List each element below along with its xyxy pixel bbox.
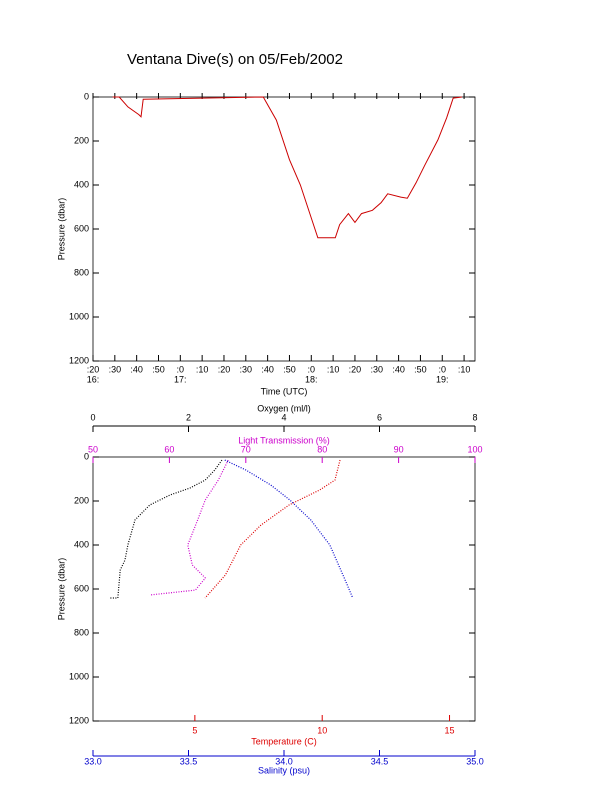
y-tick-label: 200 [74, 135, 89, 145]
x-tick-label: :10 [327, 364, 340, 374]
x-tick-label: 90 [394, 444, 404, 454]
y-tick-label: 400 [74, 539, 89, 549]
x-tick-label: 33.0 [84, 756, 102, 766]
y-tick-label: 800 [74, 267, 89, 277]
x-tick-label: :10 [196, 364, 209, 374]
y-tick-label: 600 [74, 583, 89, 593]
profile-line [110, 459, 223, 599]
x-tick-label: 5 [192, 725, 197, 735]
x-tick-label: :40 [392, 364, 405, 374]
y-tick-label: 800 [74, 627, 89, 637]
x-tick-label: :10 [458, 364, 471, 374]
plot-frame [92, 456, 476, 722]
x-axis-title: Light Transmission (%) [238, 435, 330, 445]
y-axis-title: Pressure (dbar) [56, 198, 66, 261]
pressure-line [112, 96, 462, 239]
x-tick-label: 70 [241, 444, 251, 454]
x-axis-title: Time (UTC) [261, 386, 308, 396]
x-tick-label: :0 [438, 364, 446, 374]
x-tick-label: :30 [371, 364, 384, 374]
x-tick-label: :20 [87, 364, 100, 374]
x-hour-label: 19: [436, 374, 449, 384]
x-tick-label: :30 [109, 364, 122, 374]
x-tick-label: 15 [445, 725, 455, 735]
x-hour-label: 17: [174, 374, 187, 384]
x-tick-label: :50 [414, 364, 427, 374]
x-tick-label: 6 [377, 412, 382, 422]
x-tick-label: 4 [281, 412, 286, 422]
y-tick-label: 1000 [69, 671, 89, 681]
x-tick-label: :30 [240, 364, 253, 374]
profile-line [150, 459, 229, 596]
y-tick-label: 0 [84, 451, 89, 461]
x-axis-title: Salinity (psu) [258, 765, 310, 775]
x-tick-label: 33.5 [180, 756, 198, 766]
y-tick-label: 600 [74, 223, 89, 233]
plot-frame [92, 96, 476, 362]
x-tick-label: 50 [88, 444, 98, 454]
x-tick-label: 60 [164, 444, 174, 454]
x-axis-title: Oxygen (ml/l) [257, 403, 311, 413]
x-tick-label: 34.0 [275, 756, 293, 766]
profile-line [224, 459, 354, 599]
x-hour-label: 16: [87, 374, 100, 384]
x-tick-label: :40 [130, 364, 143, 374]
y-tick-label: 0 [84, 91, 89, 101]
x-tick-label: 2 [186, 412, 191, 422]
x-tick-label: :40 [261, 364, 274, 374]
x-tick-label: 10 [317, 725, 327, 735]
y-tick-label: 1200 [69, 715, 89, 725]
x-tick-label: 100 [467, 444, 482, 454]
x-tick-label: :0 [308, 364, 316, 374]
y-tick-label: 400 [74, 179, 89, 189]
x-tick-label: :20 [218, 364, 231, 374]
x-tick-label: 80 [317, 444, 327, 454]
y-tick-label: 200 [74, 495, 89, 505]
chart-title: Ventana Dive(s) on 05/Feb/2002 [127, 51, 343, 68]
y-tick-label: 1200 [69, 355, 89, 365]
x-tick-label: 34.5 [371, 756, 389, 766]
x-hour-label: 18: [305, 374, 318, 384]
x-tick-label: 0 [90, 412, 95, 422]
x-tick-label: :0 [177, 364, 185, 374]
y-tick-label: 1000 [69, 311, 89, 321]
x-axis-title: Temperature (C) [251, 736, 317, 746]
x-tick-label: :50 [152, 364, 165, 374]
x-tick-label: 8 [472, 412, 477, 422]
x-tick-label: :50 [283, 364, 296, 374]
y-axis-title: Pressure (dbar) [56, 558, 66, 621]
profile-line [204, 459, 341, 599]
x-tick-label: :20 [349, 364, 362, 374]
x-tick-label: 35.0 [466, 756, 484, 766]
